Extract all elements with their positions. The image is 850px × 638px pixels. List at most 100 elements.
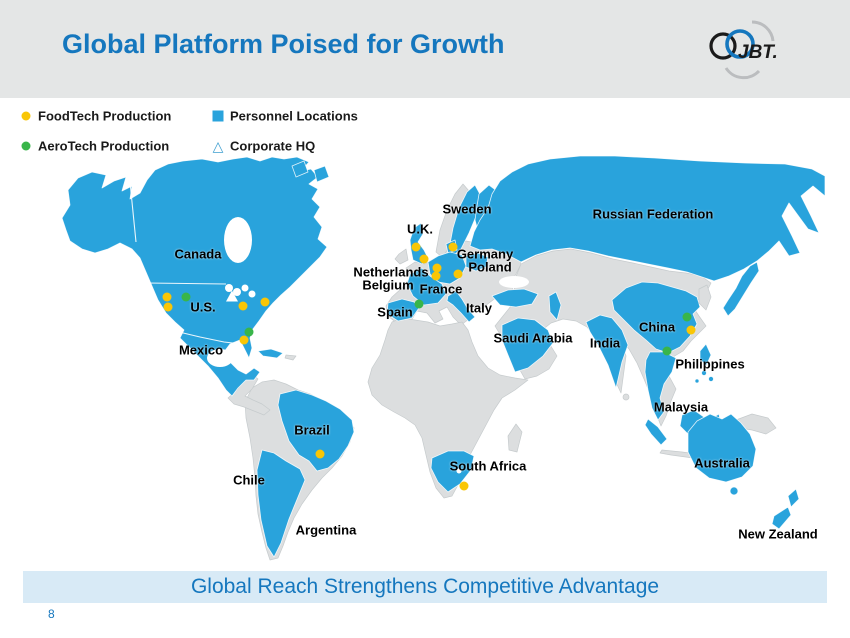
jbt-logo-text: JBT. [738,42,778,63]
aerotech-marker [244,327,254,337]
country-ireland [394,248,409,265]
hudson-bay [224,217,252,263]
logo-circle-black [709,32,737,60]
legend-label: AeroTech Production [38,138,170,154]
great-lake-3 [241,284,249,292]
country-philippines [699,343,712,367]
black-sea [499,276,529,288]
map-label-saudi-arabia: Saudi Arabia [493,330,573,346]
foodtech-marker [419,254,429,264]
header-band: Global Platform Poised for Growth JBT. [0,0,850,98]
country-australia [687,413,757,483]
island-sumatra [644,418,668,446]
island-madagascar [507,423,523,453]
alaska-canada-border [129,181,137,243]
logo-swoosh-top [751,20,775,42]
philippine-island-3 [694,378,700,384]
map-label-philippines: Philippines [675,356,745,372]
island-sri-lanka [622,393,630,401]
aerotech-marker [414,299,424,309]
foodtech-marker [163,302,173,312]
aerotech-marker [662,346,672,356]
country-south-africa [430,450,475,493]
map-label-sweden: Sweden [442,201,492,217]
country-italy [446,290,476,323]
map-label-poland: Poland [468,259,512,275]
great-lake-1 [225,284,233,292]
corporate-hq-triangle-icon: △ [212,138,224,154]
foodtech-marker [239,335,249,345]
map-label-u-s-: U.S. [190,299,216,315]
map-label-india: India [589,335,621,351]
country-new-zealand-north [787,488,800,508]
country-spain [386,298,420,322]
gulf-of-mexico [207,349,233,367]
country-india [585,314,629,389]
map-label-brazil: Brazil [294,422,330,438]
foodtech-marker [162,292,172,302]
foodtech-marker [448,242,458,252]
aerotech-marker [682,312,692,322]
country-japan [722,261,760,317]
foodtech-marker [411,242,421,252]
region-chile-argentina [256,449,306,558]
country-new-zealand-south [771,506,792,530]
foodtech-marker [315,449,325,459]
arctic-island-1 [291,160,309,178]
lesotho-cutout [456,468,462,474]
foodtech-marker [686,325,696,335]
country-china [611,281,701,354]
country-brazil [277,389,355,472]
footer-banner: Global Reach Strengthens Competitive Adv… [23,571,827,603]
map-label-mexico: Mexico [178,342,224,358]
island-tasmania [729,486,739,496]
logo-circle-blue [725,29,755,59]
legend-label: Personnel Locations [230,108,358,124]
legend-label: FoodTech Production [38,108,172,124]
foodtech-marker [459,481,469,491]
aerotech-marker [181,292,191,302]
jbt-logo: JBT. [709,20,778,80]
map-label-new-zealand: New Zealand [738,526,818,542]
corporate-hq-marker [226,290,238,302]
map-label-italy: Italy [465,300,493,316]
foodtech-marker [260,297,270,307]
map-label-china: China [638,319,676,335]
map-label-argentina: Argentina [295,522,357,538]
great-lake-4 [248,290,256,298]
region-korea [698,284,712,311]
country-france [406,267,447,306]
philippine-island-2 [708,376,714,382]
aerotech-dot-icon [21,141,31,151]
foodtech-dot-icon [21,111,31,121]
foodtech-marker [432,263,442,273]
island-hispaniola [284,354,297,361]
map-label-france: France [419,281,463,297]
legend-label: Corporate HQ [230,138,316,154]
region-southeast-asia [644,351,677,421]
map-label-canada: Canada [174,246,222,262]
country-cuba [257,348,284,359]
country-poland [465,252,489,272]
country-russia [469,155,826,282]
map-label-belgium: Belgium [362,277,414,293]
logo-swoosh-bottom [724,67,761,80]
region-north-america [61,156,328,397]
map-label-malaysia: Malaysia [653,399,709,415]
caspian-sea [548,291,562,321]
us-mexico-border [178,331,243,345]
country-turkey [491,288,539,308]
map-label-south-africa: South Africa [449,458,527,474]
map-label-russian-federation: Russian Federation [592,206,714,222]
map-label-netherlands: Netherlands [353,264,429,280]
country-saudi-arabia [501,317,554,373]
map-label-germany: Germany [456,246,514,262]
map-label-u-k-: U.K. [407,221,433,237]
philippine-island-1 [701,370,707,376]
foodtech-marker [238,301,248,311]
page-title: Global Platform Poised for Growth [62,29,505,59]
foodtech-marker [453,269,463,279]
us-canada-border [146,282,227,285]
